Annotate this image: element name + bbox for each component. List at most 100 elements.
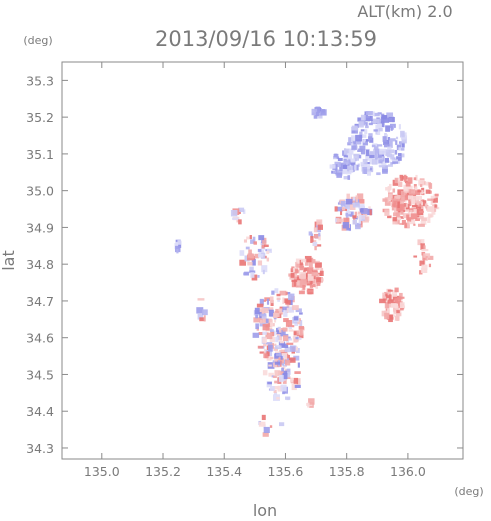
echo-cell-mixed	[294, 371, 301, 374]
echo-cell-approaching	[365, 139, 370, 142]
echo-cell-mixed	[262, 331, 267, 335]
echo-cell-approaching	[378, 118, 383, 125]
echo-cell-approaching	[382, 117, 390, 123]
echo-cell-receding	[306, 281, 312, 286]
echo-cell-receding	[309, 284, 314, 288]
echo-cell-mixed	[274, 345, 282, 350]
echo-cell-approaching	[401, 135, 408, 140]
echo-cell-receding	[312, 283, 316, 288]
echo-cell-mixed	[248, 249, 252, 257]
echo-cell-approaching	[390, 125, 393, 131]
echo-cell-mixed	[314, 245, 317, 251]
echo-cell-receding	[300, 282, 305, 288]
echo-cell-mixed	[276, 293, 281, 297]
echo-cell-approaching	[350, 161, 356, 166]
echo-cell-mixed	[293, 316, 299, 321]
echo-cell-approaching	[381, 116, 384, 123]
echo-cell-mixed	[279, 349, 285, 353]
echo-cell-mixed	[359, 208, 364, 213]
echo-cell-approaching	[401, 137, 407, 144]
echo-cell-approaching	[342, 164, 348, 169]
echo-cell-mixed	[273, 330, 276, 336]
echo-cell-mixed	[265, 332, 273, 340]
echo-cell-approaching	[311, 108, 318, 116]
echo-cell-receding	[430, 195, 436, 199]
echo-cell-mixed	[288, 307, 295, 313]
echo-cell-mixed	[358, 217, 362, 224]
echo-cell-receding	[398, 302, 405, 308]
echo-cell-approaching	[362, 139, 368, 146]
echo-cell-mixed	[334, 206, 338, 212]
echo-cell-mixed	[266, 298, 270, 305]
echo-cell-mixed	[242, 209, 246, 214]
echo-cell-approaching	[396, 144, 402, 148]
echo-cell-approaching	[388, 116, 395, 123]
x-tick-label: 135.8	[329, 464, 365, 479]
echo-cell-mixed	[230, 209, 238, 217]
echo-cell-approaching	[394, 149, 398, 155]
echo-cell-mixed	[280, 349, 288, 355]
echo-cell-receding	[413, 223, 416, 226]
echo-cell-receding	[421, 248, 429, 252]
echo-cell-approaching	[357, 148, 363, 152]
echo-cell-approaching	[369, 150, 377, 155]
echo-cell-mixed	[296, 347, 300, 354]
echo-cell-approaching	[395, 140, 398, 145]
echo-cell-approaching	[364, 129, 368, 135]
echo-cell-mixed	[257, 275, 260, 278]
echo-cell-receding	[391, 289, 398, 297]
echo-cell-mixed	[336, 206, 344, 212]
x-tick-label: 136.0	[390, 464, 426, 479]
echo-cell-receding	[392, 217, 397, 222]
echo-cell-mixed	[277, 326, 281, 330]
echo-cell-receding	[307, 273, 314, 281]
echo-cell-receding	[386, 288, 392, 296]
echo-cell-receding	[310, 278, 313, 285]
echo-cell-mixed	[345, 198, 353, 205]
echo-cell-mixed	[282, 372, 288, 380]
echo-cell-approaching	[368, 122, 373, 126]
echo-cell-mixed	[285, 291, 288, 296]
echo-cell-receding	[409, 219, 416, 225]
echo-cell-mixed	[300, 329, 303, 336]
echo-cell-approaching	[329, 164, 336, 169]
echo-cell-receding	[420, 220, 427, 225]
echo-cell-approaching	[383, 140, 390, 146]
echo-cell-approaching	[333, 156, 339, 160]
echo-cell-mixed	[299, 312, 303, 315]
echo-cell-mixed	[268, 364, 272, 367]
echo-cell-mixed	[264, 353, 268, 359]
echo-cell-approaching	[348, 148, 354, 155]
echo-cell-mixed	[280, 356, 283, 360]
echo-cell-mixed	[283, 310, 288, 317]
echo-cell-mixed	[295, 346, 299, 351]
echo-cell-receding	[397, 181, 403, 187]
echo-cell-mixed	[254, 253, 260, 259]
echo-cell-mixed	[199, 317, 205, 322]
echo-cell-receding	[397, 201, 400, 208]
echo-cell-mixed	[269, 296, 274, 304]
echo-cell-approaching	[401, 148, 405, 151]
echo-cell-approaching	[357, 117, 362, 122]
echo-cell-approaching	[365, 149, 370, 157]
echo-cell-approaching	[386, 112, 394, 119]
echo-cell-receding	[407, 222, 410, 228]
echo-cell-receding	[300, 274, 306, 280]
plot-frame	[61, 61, 464, 460]
echo-cell-mixed	[262, 432, 269, 437]
echo-cell-approaching	[380, 121, 385, 128]
echo-cell-approaching	[343, 176, 349, 180]
echo-cell-receding	[421, 264, 428, 270]
echo-cell-mixed	[261, 315, 267, 320]
echo-cell-mixed	[294, 321, 299, 326]
echo-cell-mixed	[285, 299, 291, 305]
echo-cell-approaching	[366, 166, 373, 173]
echo-cell-mixed	[288, 357, 296, 363]
echo-cell-approaching	[346, 171, 352, 175]
echo-cell-approaching	[343, 155, 348, 158]
y-tick-label: 35.0	[26, 184, 54, 199]
echo-cell-receding	[295, 258, 302, 264]
echo-cell-receding	[428, 263, 432, 268]
echo-cell-receding	[397, 189, 405, 196]
